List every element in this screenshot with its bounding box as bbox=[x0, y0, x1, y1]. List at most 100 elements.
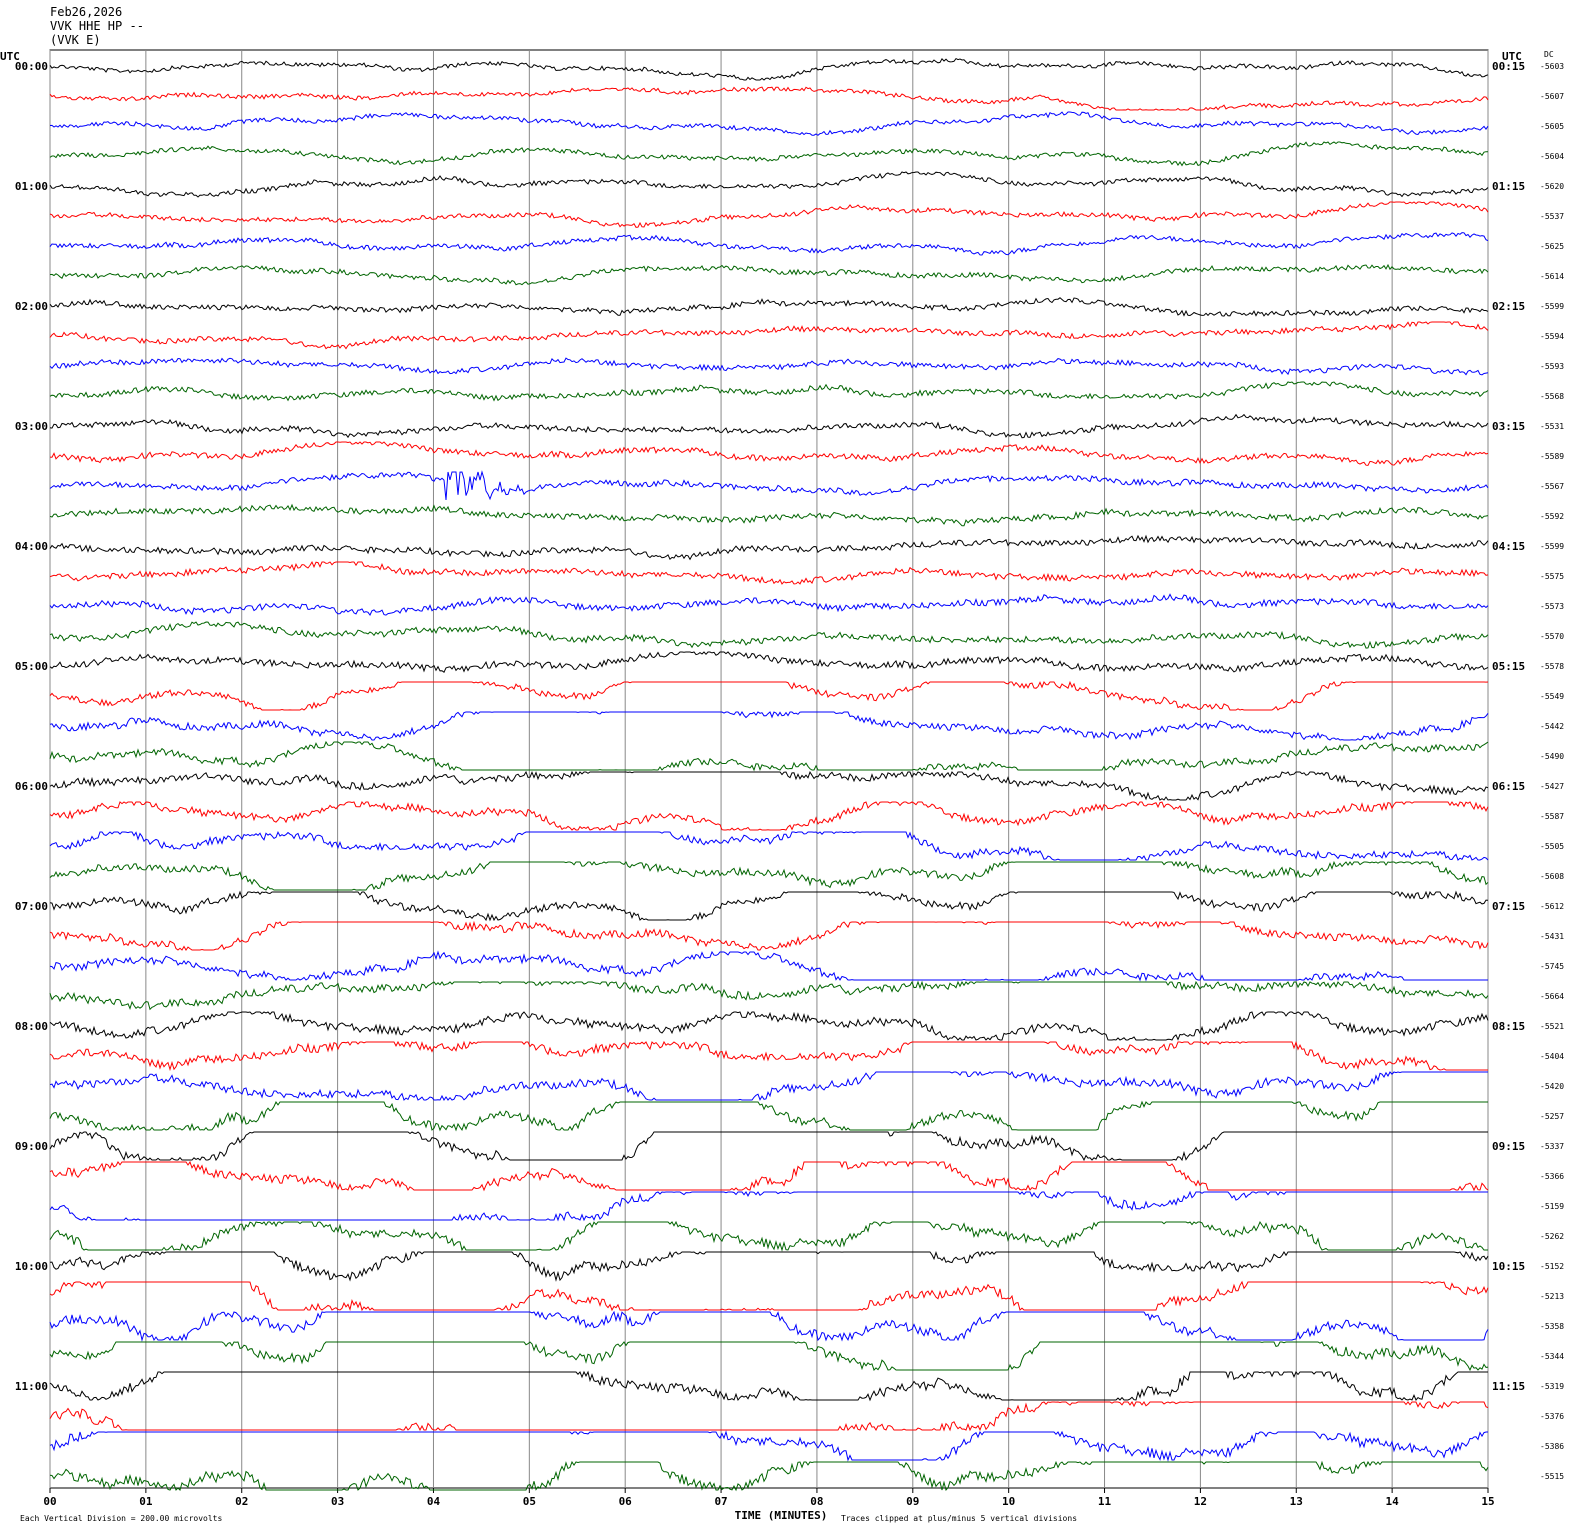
right-row-label: 08:15 bbox=[1492, 1020, 1525, 1033]
dc-value: -5593 bbox=[1540, 362, 1564, 371]
trace bbox=[49, 381, 1489, 402]
left-row-label: 10:00 bbox=[15, 1260, 48, 1273]
x-tick-label: 12 bbox=[1194, 1495, 1207, 1508]
dc-value: -5573 bbox=[1540, 602, 1564, 611]
left-row-label: 05:00 bbox=[15, 660, 48, 673]
right-row-label: 07:15 bbox=[1492, 900, 1525, 913]
x-tick-label: 09 bbox=[906, 1495, 919, 1508]
trace bbox=[49, 593, 1489, 616]
trace bbox=[49, 470, 1489, 501]
trace bbox=[49, 141, 1489, 167]
dc-value: -5386 bbox=[1540, 1442, 1564, 1451]
dc-value: -5592 bbox=[1540, 512, 1564, 521]
trace bbox=[49, 413, 1489, 439]
x-tick-label: 08 bbox=[810, 1495, 823, 1508]
x-tick-label: 03 bbox=[331, 1495, 344, 1508]
trace bbox=[49, 86, 1489, 111]
right-row-label: 10:15 bbox=[1492, 1260, 1525, 1273]
trace bbox=[49, 621, 1489, 649]
dc-value: -5358 bbox=[1540, 1322, 1564, 1331]
dc-value: -5257 bbox=[1540, 1112, 1564, 1121]
x-tick-label: 04 bbox=[427, 1495, 441, 1508]
dc-value: -5531 bbox=[1540, 422, 1564, 431]
dc-value: -5614 bbox=[1540, 272, 1564, 281]
left-row-label: 09:00 bbox=[15, 1140, 48, 1153]
trace bbox=[49, 297, 1489, 317]
dc-value: -5745 bbox=[1540, 962, 1564, 971]
dc-value: -5344 bbox=[1540, 1352, 1564, 1361]
dc-value: -5599 bbox=[1540, 542, 1564, 551]
dc-value: -5604 bbox=[1540, 152, 1564, 161]
dc-value: -5159 bbox=[1540, 1202, 1564, 1211]
left-row-label: 06:00 bbox=[15, 780, 48, 793]
dc-value: -5578 bbox=[1540, 662, 1564, 671]
trace bbox=[49, 1250, 1489, 1282]
x-tick-label: 07 bbox=[714, 1495, 727, 1508]
trace bbox=[49, 1401, 1489, 1432]
x-tick-label: 05 bbox=[523, 1495, 536, 1508]
trace bbox=[49, 1430, 1488, 1462]
dc-value: -5607 bbox=[1540, 92, 1564, 101]
right-axis-label: UTC bbox=[1502, 50, 1522, 63]
left-row-label: 04:00 bbox=[15, 540, 48, 553]
dc-value: -5490 bbox=[1540, 752, 1564, 761]
dc-value: -5262 bbox=[1540, 1232, 1564, 1241]
x-tick-label: 06 bbox=[619, 1495, 633, 1508]
header-line: Feb26,2026 bbox=[50, 5, 122, 19]
left-row-label: 11:00 bbox=[15, 1380, 48, 1393]
trace bbox=[49, 321, 1489, 350]
trace bbox=[49, 1010, 1489, 1041]
dc-value: -5589 bbox=[1540, 452, 1564, 461]
trace bbox=[49, 950, 1488, 982]
footer-note: Traces clipped at plus/minus 5 vertical … bbox=[841, 1514, 1077, 1523]
dc-value: -5620 bbox=[1540, 182, 1564, 191]
dc-value: -5431 bbox=[1540, 932, 1564, 941]
dc-value: -5376 bbox=[1540, 1412, 1564, 1421]
left-row-label: 00:00 bbox=[15, 60, 48, 73]
trace bbox=[49, 534, 1489, 561]
trace bbox=[49, 860, 1489, 891]
x-tick-label: 01 bbox=[139, 1495, 153, 1508]
header-line: VVK HHE HP -- bbox=[50, 19, 144, 33]
trace bbox=[49, 980, 1489, 1011]
trace bbox=[49, 920, 1489, 951]
plot-frame bbox=[49, 49, 1489, 1489]
trace bbox=[49, 1370, 1488, 1402]
right-row-label: 04:15 bbox=[1492, 540, 1525, 553]
x-tick-label: 15 bbox=[1481, 1495, 1494, 1508]
dc-value: -5366 bbox=[1540, 1172, 1564, 1181]
x-tick-label: 00 bbox=[43, 1495, 56, 1508]
trace bbox=[49, 711, 1489, 741]
trace bbox=[49, 1131, 1488, 1162]
dc-value: -5515 bbox=[1540, 1472, 1564, 1481]
dc-label: DC bbox=[1544, 50, 1554, 59]
right-row-label: 11:15 bbox=[1492, 1380, 1525, 1393]
dc-value: -5625 bbox=[1540, 242, 1564, 251]
x-tick-label: 10 bbox=[1002, 1495, 1015, 1508]
dc-value: -5420 bbox=[1540, 1082, 1564, 1091]
x-tick-label: 14 bbox=[1386, 1495, 1400, 1508]
right-row-label: 06:15 bbox=[1492, 780, 1525, 793]
trace bbox=[49, 1310, 1489, 1342]
x-tick-label: 11 bbox=[1098, 1495, 1112, 1508]
dc-value: -5152 bbox=[1540, 1262, 1564, 1271]
footer-note: Each Vertical Division = 200.00 microvol… bbox=[20, 1514, 222, 1523]
dc-value: -5404 bbox=[1540, 1052, 1564, 1061]
dc-value: -5664 bbox=[1540, 992, 1564, 1001]
trace bbox=[49, 1280, 1489, 1312]
right-row-label: 09:15 bbox=[1492, 1140, 1525, 1153]
dc-value: -5442 bbox=[1540, 722, 1564, 731]
dc-value: -5427 bbox=[1540, 782, 1564, 791]
header-line: (VVK E) bbox=[50, 33, 101, 47]
trace bbox=[49, 232, 1489, 256]
trace bbox=[49, 740, 1489, 772]
dc-value: -5608 bbox=[1540, 872, 1564, 881]
trace bbox=[49, 357, 1489, 376]
trace bbox=[49, 1460, 1489, 1492]
trace bbox=[49, 1071, 1488, 1101]
dc-value: -5505 bbox=[1540, 842, 1564, 851]
trace bbox=[49, 680, 1489, 711]
dc-value: -5537 bbox=[1540, 212, 1564, 221]
dc-value: -5319 bbox=[1540, 1382, 1564, 1391]
